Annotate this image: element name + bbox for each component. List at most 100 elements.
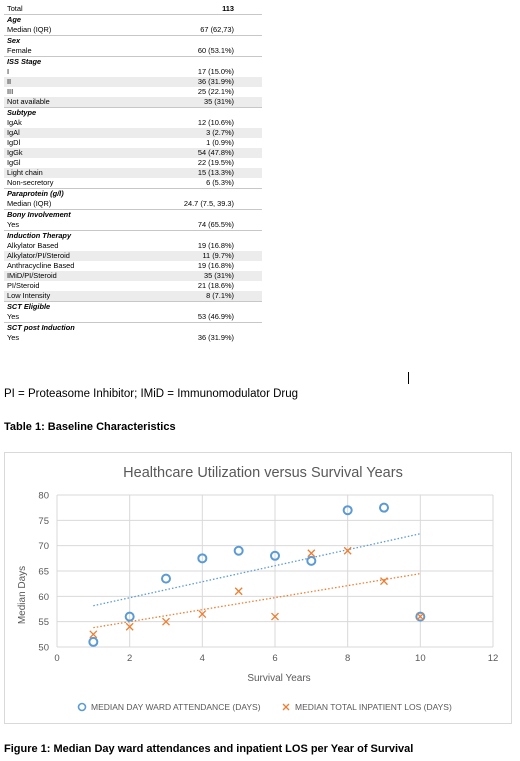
table-row: IgDl 1 (0.9%) <box>4 138 262 148</box>
row-label: Light chain <box>4 168 127 178</box>
row-label: IgGl <box>7 158 21 167</box>
row-label: Low Intensity <box>4 291 127 302</box>
point-day-ward <box>124 611 135 622</box>
point-inpatient-los <box>380 577 388 586</box>
baseline-characteristics-table: Total 113 Age Median (IQR) 67 (62,73) Sex Fema… <box>4 4 262 343</box>
legend-marker-inpatient-los <box>282 703 290 711</box>
section-header: Induction Therapy <box>4 230 262 241</box>
point-inpatient-los <box>416 612 425 621</box>
table-row: Yes 36 (31.9%) <box>4 333 262 343</box>
row-label: Yes <box>7 220 20 229</box>
section-header-row: SCT post Induction <box>4 322 262 333</box>
x-axis-title: Survival Years <box>247 673 310 684</box>
point-inpatient-los <box>271 612 279 621</box>
scatter-chart: Healthcare Utilization versus Survival Y… <box>17 465 498 712</box>
row-value: 17 (15.0%) <box>197 67 234 76</box>
row-value: 113 <box>222 4 234 13</box>
row-value: 21 (18.6%) <box>197 281 234 290</box>
row-value: 36 (31.9%) <box>197 333 234 342</box>
section-header: Age <box>4 14 262 25</box>
section-header: ISS Stage <box>4 56 262 67</box>
row-value: 19 (16.8%) <box>197 261 234 270</box>
row-label: Median (IQR) <box>7 25 52 34</box>
section-header: SCT post Induction <box>4 322 262 333</box>
section-header: SCT Eligible <box>4 301 262 312</box>
table-row: III 25 (22.1%) <box>4 87 262 97</box>
table-row: IgGk 54 (47.8%) <box>4 148 262 158</box>
row-label: I <box>7 67 10 76</box>
point-inpatient-los <box>162 617 170 626</box>
x-tick-label: 2 <box>127 653 132 664</box>
section-header-row: Paraprotein (g/l) <box>4 188 262 199</box>
section-header-row: Bony Involvement <box>4 209 262 220</box>
section-header-row: Age <box>4 14 262 25</box>
chart-container: Healthcare Utilization versus Survival Y… <box>4 452 512 724</box>
table-row: Median (IQR) 24.7 (7.5, 39.3) <box>4 199 262 210</box>
row-value: 74 (65.5%) <box>197 220 234 229</box>
section-header-row: SCT Eligible <box>4 301 262 312</box>
text-cursor <box>408 372 409 384</box>
point-inpatient-los <box>343 546 352 555</box>
row-label: IgAl <box>4 128 127 138</box>
point-inpatient-los <box>234 587 243 596</box>
point-day-ward <box>415 611 426 622</box>
y-tick-label: 60 <box>38 592 49 603</box>
trendline-series-0 <box>93 533 421 607</box>
table-row: PI/Steroid 21 (18.6%) <box>4 281 262 291</box>
row-label: Alkylator/PI/Steroid <box>4 251 127 261</box>
x-tick-label: 8 <box>345 653 350 664</box>
row-label: Not available <box>4 97 127 108</box>
section-header: Sex <box>4 35 262 46</box>
total-row: Total 113 <box>4 4 262 15</box>
row-value: 67 (62,73) <box>200 25 234 34</box>
table-row: Yes 53 (46.9%) <box>4 312 262 323</box>
row-value: 15 (13.3%) <box>126 168 262 178</box>
gridlines <box>56 494 494 648</box>
table-row: I 17 (15.0%) <box>4 67 262 77</box>
table-footnote: PI = Proteasome Inhibitor; IMiD = Immuno… <box>4 388 299 400</box>
row-label: IgAk <box>7 118 22 127</box>
row-value: 25 (22.1%) <box>197 87 234 96</box>
row-label: Anthracycline Based <box>7 261 75 270</box>
section-header: Paraprotein (g/l) <box>4 188 262 199</box>
table-row: Non-secretory 6 (5.3%) <box>4 178 262 189</box>
row-value: 35 (31%) <box>126 271 262 281</box>
section-header-row: Induction Therapy <box>4 230 262 241</box>
row-label: Median (IQR) <box>7 199 52 208</box>
table-row: Alkylator/PI/Steroid 11 (9.7%) <box>4 251 262 261</box>
x-tick-label: 4 <box>200 653 205 664</box>
point-day-ward <box>379 502 389 513</box>
y-axis-title: Median Days <box>17 566 28 624</box>
row-value: 19 (16.8%) <box>197 241 234 250</box>
point-day-ward <box>270 550 280 561</box>
legend-label-day-ward: MEDIAN DAY WARD ATTENDANCE (DAYS) <box>91 702 261 712</box>
table-row: Light chain 15 (13.3%) <box>4 168 262 178</box>
trendlines <box>93 533 421 629</box>
x-tick-label: 12 <box>488 653 499 664</box>
section-header-row: Subtype <box>4 107 262 118</box>
y-tick-label: 70 <box>38 541 49 552</box>
section-header: Subtype <box>4 107 262 118</box>
section-header-row: ISS Stage <box>4 56 262 67</box>
x-tick-label: 10 <box>415 653 426 664</box>
row-label: Yes <box>7 312 20 321</box>
row-value: 8 (7.1%) <box>126 291 262 302</box>
legend-marker-day-ward <box>77 702 87 712</box>
table-body: Total 113 Age Median (IQR) 67 (62,73) Sex Fema… <box>4 4 262 343</box>
row-label: III <box>7 87 14 96</box>
x-tick-label: 0 <box>54 653 59 664</box>
point-day-ward <box>161 573 171 584</box>
row-value: 35 (31%) <box>126 97 262 108</box>
point-day-ward <box>88 636 99 647</box>
table-row: II 36 (31.9%) <box>4 77 262 87</box>
row-value: 6 (5.3%) <box>206 178 234 187</box>
row-label: II <box>4 77 127 87</box>
point-inpatient-los <box>89 630 98 639</box>
point-inpatient-los <box>198 610 207 619</box>
table-row: IgAk 12 (10.6%) <box>4 118 262 128</box>
tick-labels: 50 55 60 65 70 75 80 0 2 4 6 8 10 12 <box>38 491 498 665</box>
table-row: IgGl 22 (19.5%) <box>4 158 262 168</box>
row-value: 3 (2.7%) <box>126 128 262 138</box>
row-label: Female <box>7 46 32 55</box>
table-row: Median (IQR) 67 (62,73) <box>4 25 262 36</box>
